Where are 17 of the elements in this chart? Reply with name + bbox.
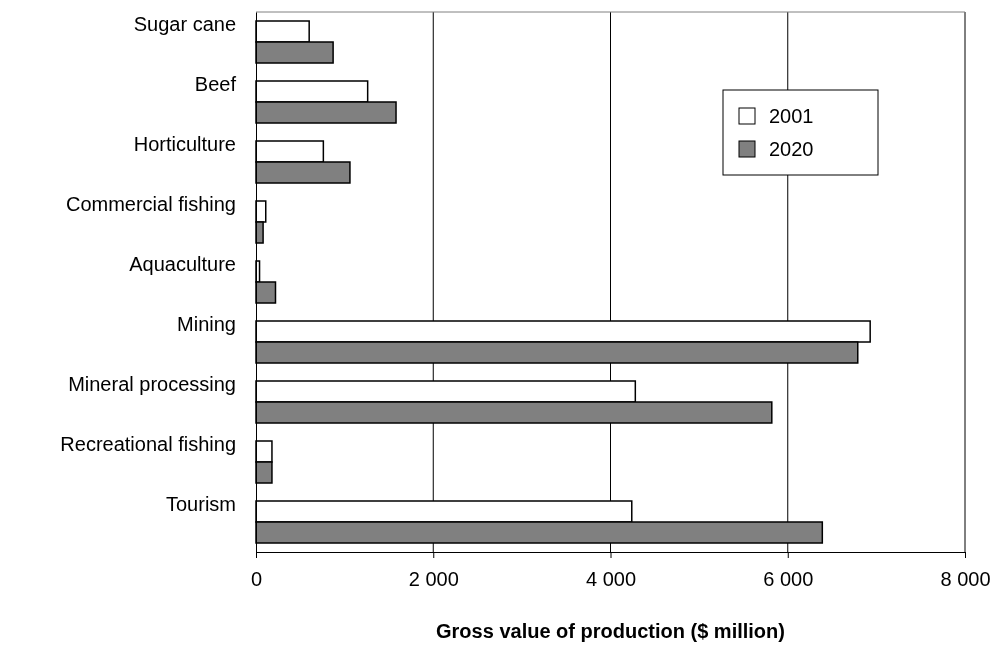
y-tick-label: Commercial fishing <box>65 192 236 215</box>
x-axis-title: Gross value of production ($ million) <box>436 620 785 642</box>
x-tick-label: 2 000 <box>408 568 459 591</box>
y-tick-label: Mineral processing <box>68 372 236 395</box>
y-tick-label: Sugar cane <box>133 12 236 35</box>
y-tick-label: Recreational fishing <box>60 432 236 455</box>
legend-label: 2001 <box>769 105 814 127</box>
y-tick-label: Mining <box>177 312 236 335</box>
x-tick-label: 8 000 <box>940 568 991 591</box>
y-tick-label: Beef <box>194 72 237 95</box>
y-tick-label: Aquaculture <box>129 252 236 275</box>
y-tick-label: Tourism <box>165 492 236 515</box>
y-tick-label: Horticulture <box>133 132 236 155</box>
legend-label: 2020 <box>769 138 814 160</box>
x-tick-label: 0 <box>250 568 263 591</box>
x-tick-label: 4 000 <box>585 568 637 591</box>
x-tick-label: 6 000 <box>763 568 814 591</box>
